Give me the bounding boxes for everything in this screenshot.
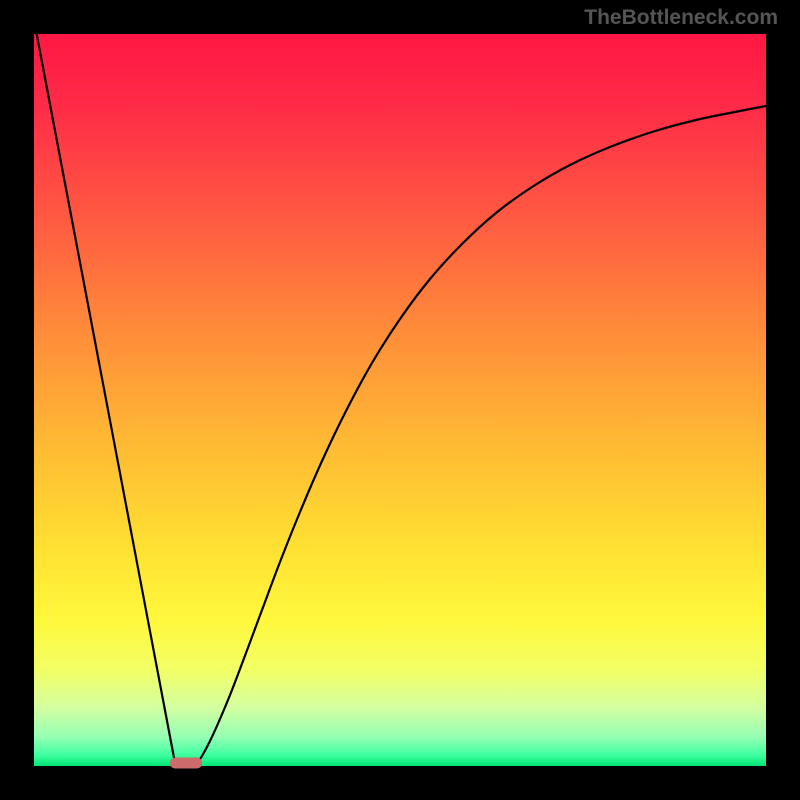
optimal-marker [170,758,202,769]
plot-background [34,34,766,766]
chart-svg [0,0,800,800]
watermark-text: TheBottleneck.com [584,6,778,30]
bottleneck-chart [0,0,800,800]
